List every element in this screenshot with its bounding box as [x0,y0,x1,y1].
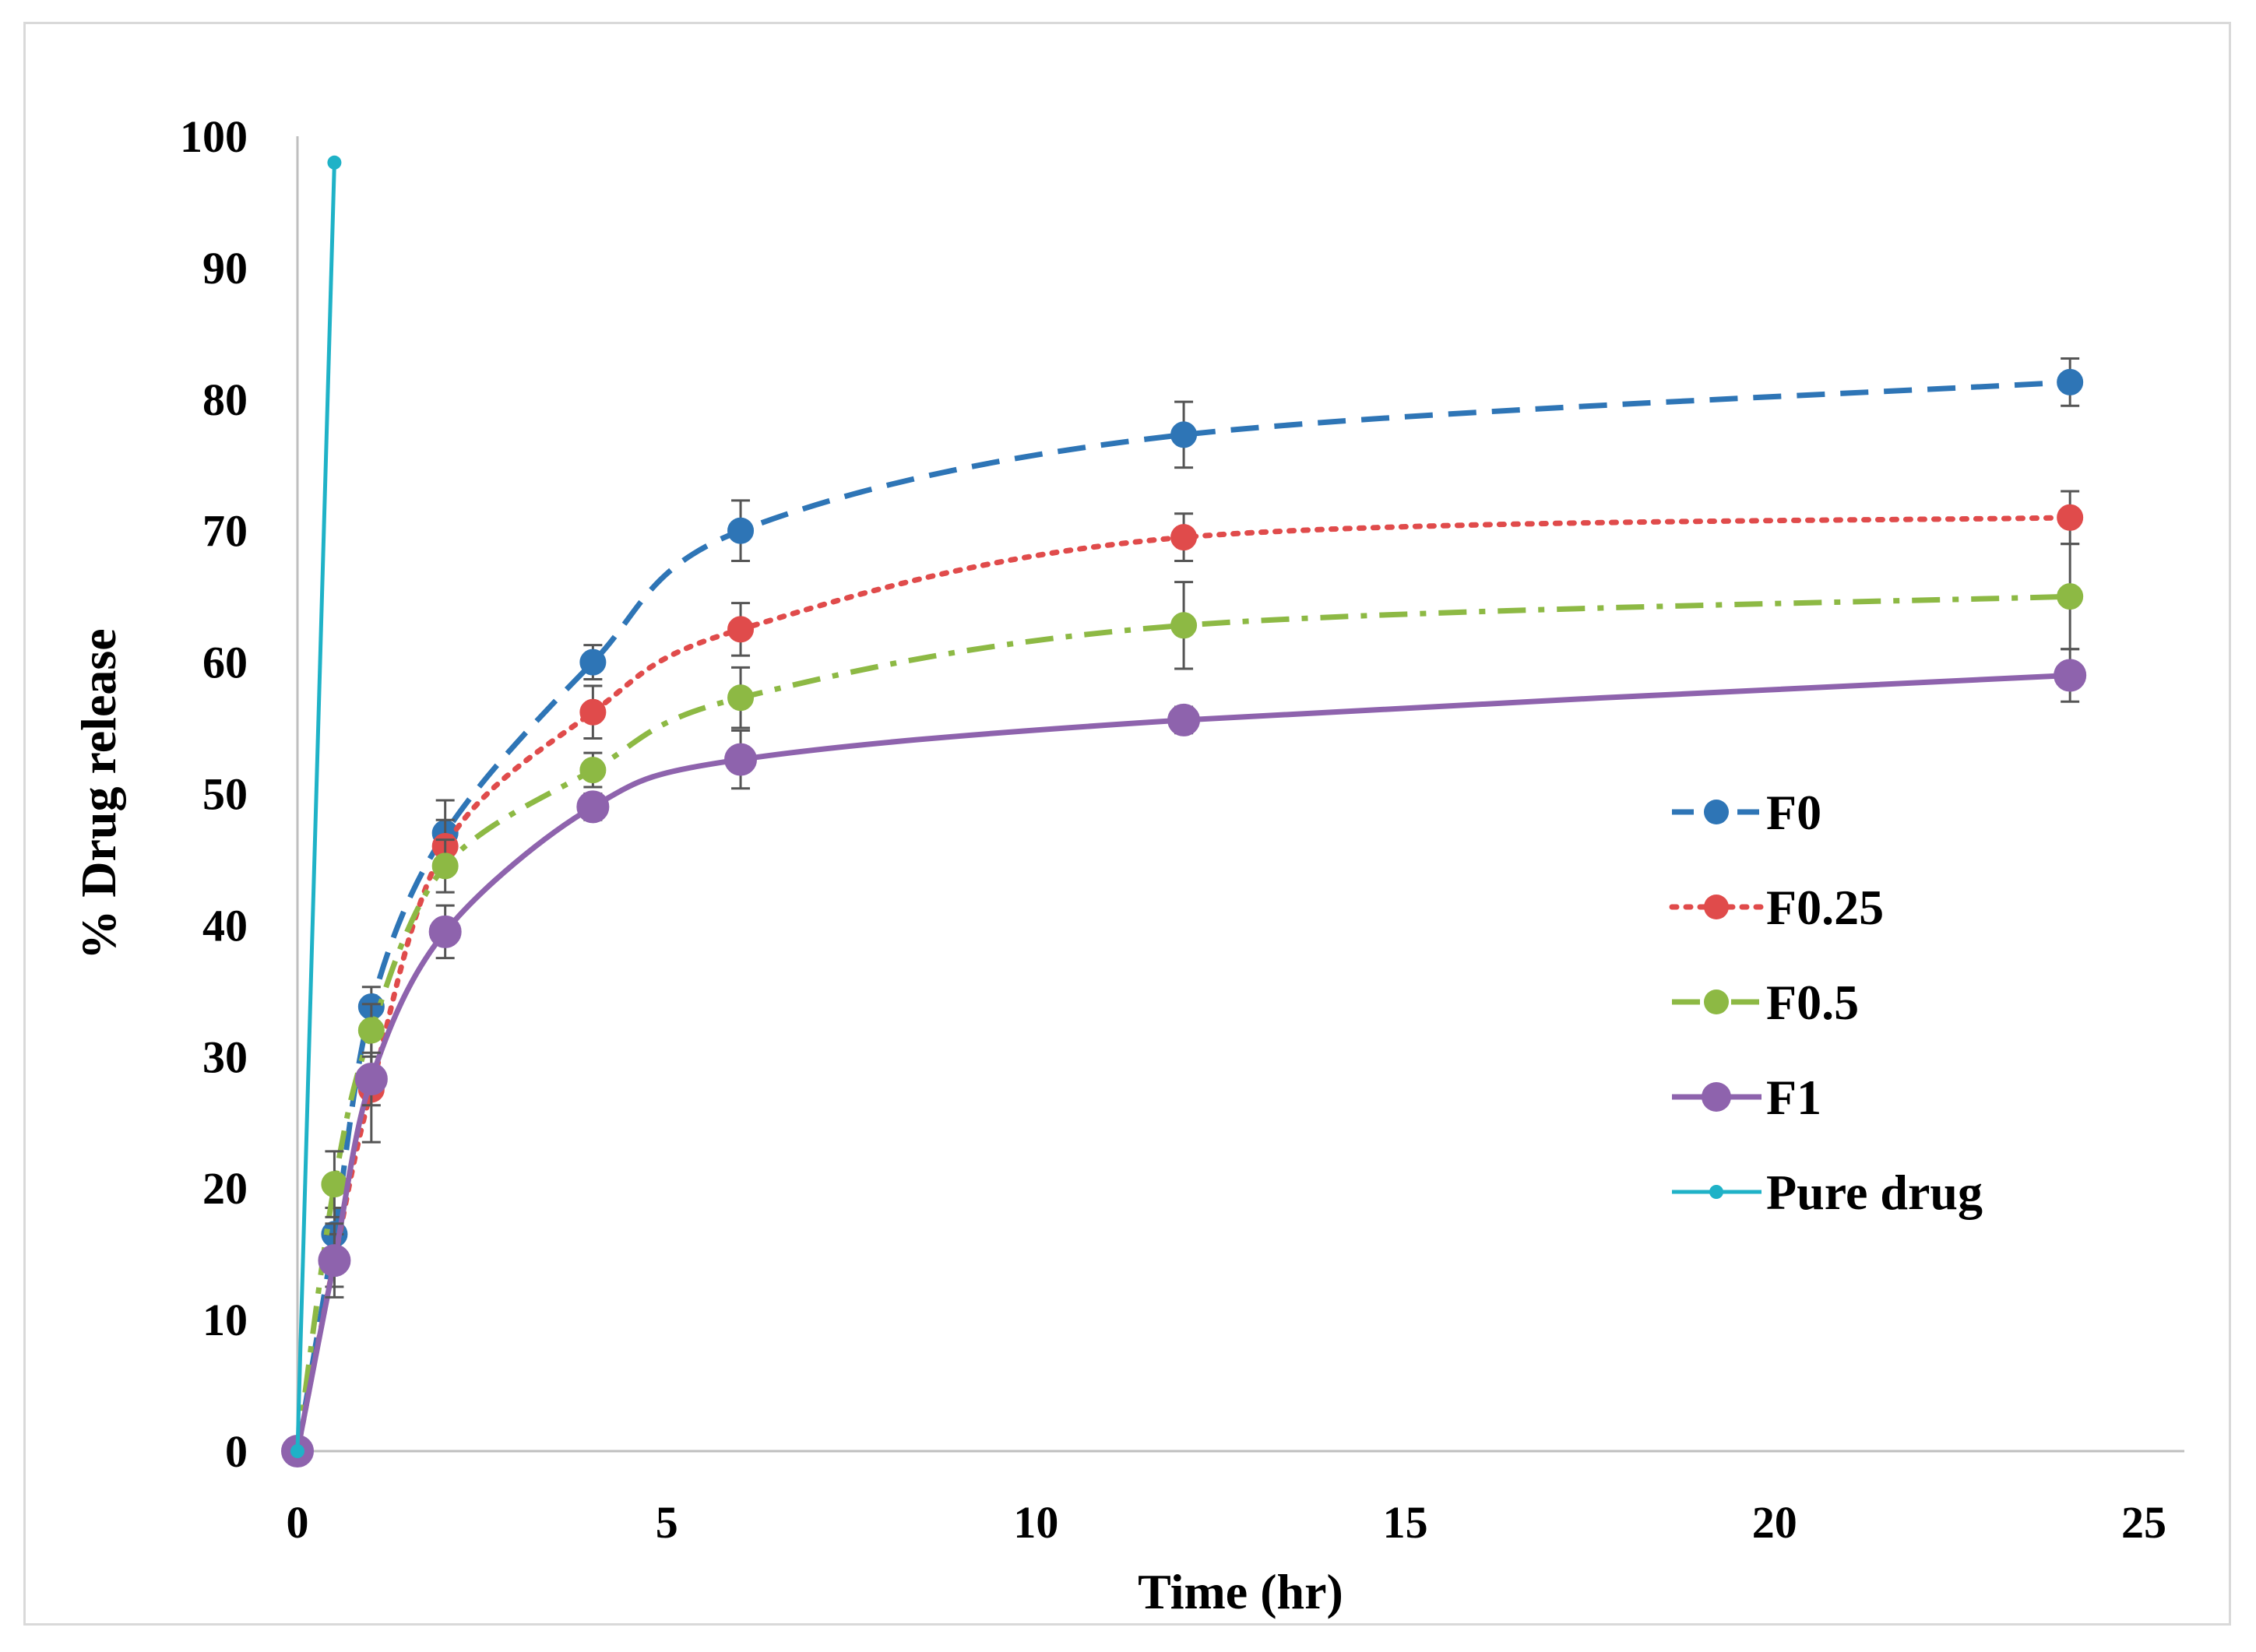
data-point [724,743,758,776]
data-point [290,1444,304,1458]
y-tick-label: 50 [202,769,248,820]
series-f1 [281,648,2087,1467]
legend-item-f0-5: F0.5 [1672,975,1859,1030]
series-line [294,593,2071,1452]
data-point [318,1244,351,1278]
x-tick-label: 10 [1013,1497,1058,1548]
data-point [1170,421,1198,448]
y-tick-label: 70 [202,506,248,557]
data-point [727,684,755,712]
legend-label: F1 [1766,1070,1821,1125]
data-point [2057,583,2084,610]
data-point [579,757,607,784]
legend-item-f1: F1 [1672,1070,1821,1125]
legend-label: Pure drug [1766,1165,1983,1220]
data-point [1170,524,1198,551]
data-point [1170,612,1198,639]
legend-marker [1709,1185,1723,1199]
y-tick-label: 30 [202,1032,248,1082]
y-axis-title: % Drug release [71,628,126,959]
y-tick-label: 60 [202,638,248,688]
data-point [1167,703,1201,736]
x-tick-labels: 0 5 10 15 20 25 [287,1497,2167,1548]
y-tick-label: 10 [202,1295,248,1345]
legend-item-f0-25: F0.25 [1669,880,1884,935]
y-tick-label: 80 [202,374,248,425]
data-point [2057,504,2084,531]
series-line [294,672,2071,1452]
legend-label: F0.25 [1766,880,1884,935]
data-point [579,698,607,726]
series-line [295,162,336,1452]
legend-marker [1704,800,1729,824]
data-point [576,790,610,824]
legend-marker [1704,989,1729,1014]
legend-label: F0.5 [1766,975,1859,1030]
y-tick-labels: 0 10 20 30 40 50 60 70 80 90 100 [180,111,248,1477]
x-axis-title: Time (hr) [1138,1564,1343,1619]
legend-marker [1704,895,1729,919]
axes [296,136,2184,1453]
data-point [428,915,462,948]
series-pure-drug [290,155,342,1458]
legend-marker [1702,1082,1731,1112]
data-point [2054,659,2087,692]
x-tick-label: 5 [656,1497,678,1548]
legend-item-f0: F0 [1672,785,1821,840]
figure-frame [23,22,2231,1626]
y-tick-label: 90 [202,243,248,293]
y-tick-label: 40 [202,900,248,951]
x-tick-label: 0 [287,1497,309,1548]
y-tick-label: 0 [225,1426,248,1477]
y-tick-label: 100 [180,111,248,162]
data-point [431,852,459,880]
x-tick-label: 15 [1383,1497,1428,1548]
data-point [354,1063,388,1096]
data-point [727,517,755,544]
data-point [579,648,607,676]
series-line [294,379,2071,1452]
legend-label: F0 [1766,785,1821,840]
data-point [327,155,342,170]
series-group [281,155,2087,1467]
data-point [2057,368,2084,395]
x-tick-label: 25 [2121,1497,2166,1548]
legend: F0 F0.25 F0.5 F1 Pure drug [1669,785,1983,1220]
data-point [321,1171,348,1198]
x-tick-label: 20 [1752,1497,1797,1548]
data-point [727,616,755,643]
legend-item-pure-drug: Pure drug [1672,1165,1983,1220]
y-tick-label: 20 [202,1163,248,1214]
data-point [357,1017,385,1044]
